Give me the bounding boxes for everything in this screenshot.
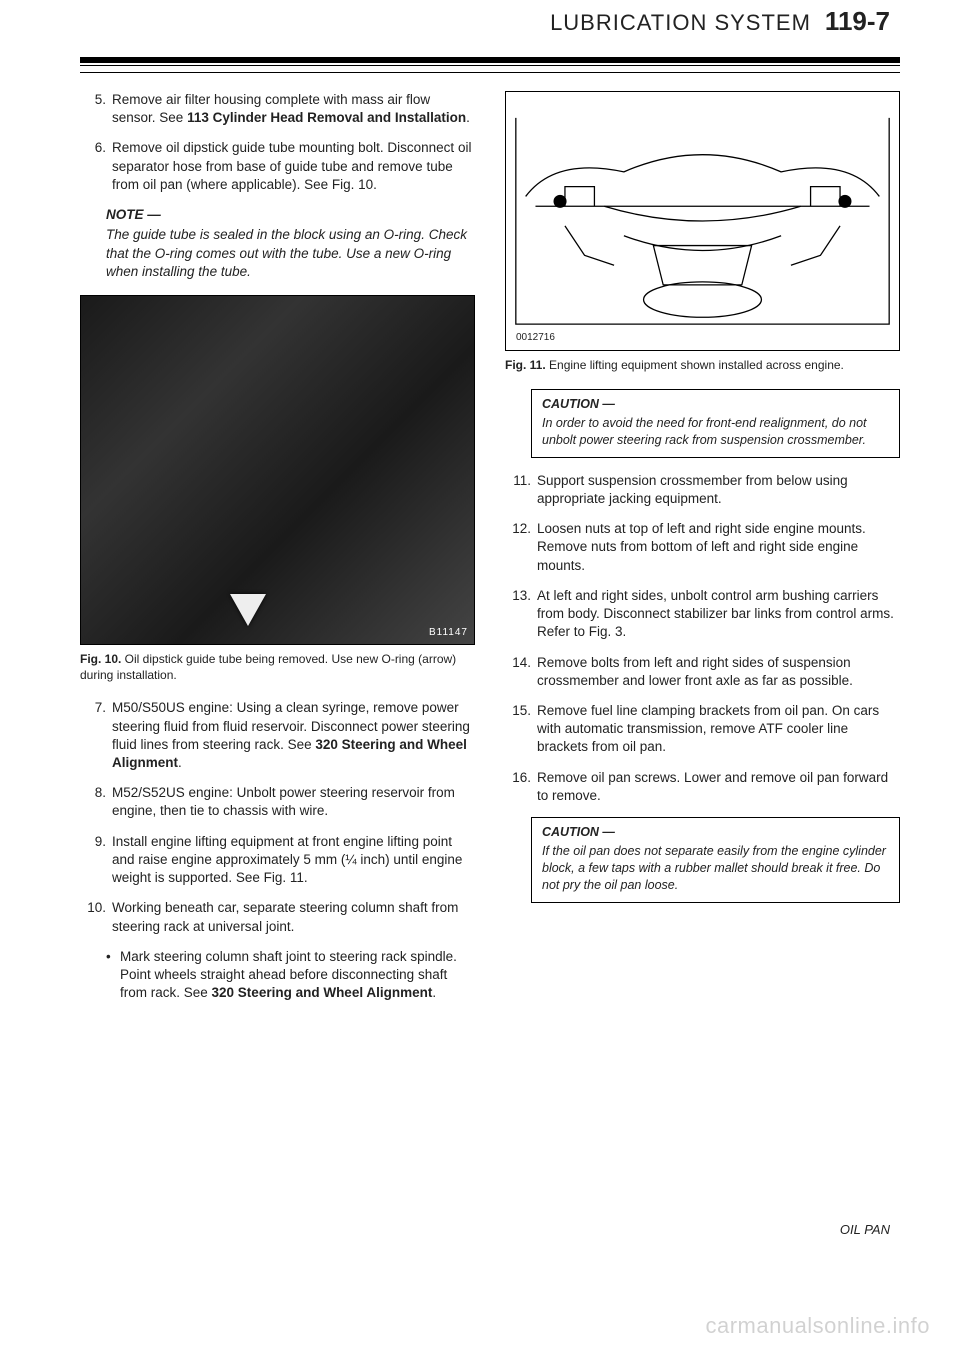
step-7: 7. M50/S50US engine: Using a clean syrin… <box>80 699 475 772</box>
step-body: Install engine lifting equipment at fron… <box>112 833 475 888</box>
step-12: 12. Loosen nuts at top of left and right… <box>505 520 900 575</box>
step-8: 8. M52/S52US engine: Unbolt power steeri… <box>80 784 475 820</box>
step-number: 12. <box>505 520 537 575</box>
footer-section-label: OIL PAN <box>840 1222 890 1237</box>
step-number: 15. <box>505 702 537 757</box>
step-14: 14. Remove bolts from left and right sid… <box>505 654 900 690</box>
step-text: Remove oil dipstick guide tube mounting … <box>112 140 471 191</box>
header-rule-thin <box>80 72 900 73</box>
step-body: Remove oil pan screws. Lower and remove … <box>537 769 900 805</box>
header-rule-thick <box>80 57 900 66</box>
left-column: 5. Remove air filter housing complete wi… <box>80 91 475 1014</box>
step-10: 10. Working beneath car, separate steeri… <box>80 899 475 935</box>
step-9: 9. Install engine lifting equipment at f… <box>80 833 475 888</box>
step-6: 6. Remove oil dipstick guide tube mounti… <box>80 139 475 194</box>
note-title: NOTE — <box>106 206 475 224</box>
bullet-text-tail: . <box>432 985 436 1000</box>
step-body: Support suspension crossmember from belo… <box>537 472 900 508</box>
step-number: 5. <box>80 91 112 127</box>
step-body: At left and right sides, unbolt control … <box>537 587 900 642</box>
caution-box-2: CAUTION — If the oil pan does not separa… <box>531 817 900 903</box>
fig-text: Oil dipstick guide tube being removed. U… <box>80 652 456 682</box>
caution-box-1: CAUTION — In order to avoid the need for… <box>531 389 900 458</box>
two-column-layout: 5. Remove air filter housing complete wi… <box>80 91 900 1014</box>
figure-10-caption: Fig. 10. Oil dipstick guide tube being r… <box>80 651 475 683</box>
arrow-icon <box>230 594 266 626</box>
step-number: 8. <box>80 784 112 820</box>
note-body: The guide tube is sealed in the block us… <box>106 226 475 281</box>
caution-body: In order to avoid the need for front-end… <box>542 415 889 449</box>
page: LUBRICATION SYSTEM 119-7 5. Remove air f… <box>0 0 960 1357</box>
step-16: 16. Remove oil pan screws. Lower and rem… <box>505 769 900 805</box>
figure-11-drawing: 0012716 <box>505 91 900 351</box>
step-body: Remove air filter housing complete with … <box>112 91 475 127</box>
photo-code: B11147 <box>429 626 468 640</box>
step-bold-ref: 113 Cylinder Head Removal and Installati… <box>187 110 466 125</box>
drawing-code: 0012716 <box>516 331 555 345</box>
step-text: Install engine lifting equipment at fron… <box>112 834 462 885</box>
step-text: Working beneath car, separate steering c… <box>112 900 458 933</box>
step-number: 14. <box>505 654 537 690</box>
header-page-number: 119-7 <box>825 6 890 37</box>
step-number: 10. <box>80 899 112 935</box>
fig-label: Fig. 11. <box>505 358 546 372</box>
right-column: 0012716 Fig. 11. Engine lifting equipmen… <box>505 91 900 1014</box>
step-text: M52/S52US engine: Unbolt power steering … <box>112 785 455 818</box>
figure-11-caption: Fig. 11. Engine lifting equipment shown … <box>505 357 900 373</box>
engine-line-art <box>506 92 899 350</box>
caution-body: If the oil pan does not separate easily … <box>542 843 889 894</box>
step-11: 11. Support suspension crossmember from … <box>505 472 900 508</box>
step-number: 16. <box>505 769 537 805</box>
header-title: LUBRICATION SYSTEM <box>550 10 811 36</box>
step-15: 15. Remove fuel line clamping brackets f… <box>505 702 900 757</box>
step-body: Working beneath car, separate steering c… <box>112 899 475 935</box>
step-body: Remove bolts from left and right sides o… <box>537 654 900 690</box>
step-text-tail: . <box>178 755 182 770</box>
bullet-body: Mark steering column shaft joint to stee… <box>120 948 475 1003</box>
step-body: Loosen nuts at top of left and right sid… <box>537 520 900 575</box>
step-number: 7. <box>80 699 112 772</box>
step-number: 6. <box>80 139 112 194</box>
step-text-tail: . <box>466 110 470 125</box>
step-body: Remove oil dipstick guide tube mounting … <box>112 139 475 194</box>
figure-10-photo: B11147 <box>80 295 475 645</box>
step-number: 11. <box>505 472 537 508</box>
step-5: 5. Remove air filter housing complete wi… <box>80 91 475 127</box>
step-body: M50/S50US engine: Using a clean syringe,… <box>112 699 475 772</box>
step-body: Remove fuel line clamping brackets from … <box>537 702 900 757</box>
bullet-item: Mark steering column shaft joint to stee… <box>106 948 475 1003</box>
fig-label: Fig. 10. <box>80 652 121 666</box>
step-13: 13. At left and right sides, unbolt cont… <box>505 587 900 642</box>
step-number: 13. <box>505 587 537 642</box>
note-block: NOTE — The guide tube is sealed in the b… <box>106 206 475 281</box>
bullet-bold-ref: 320 Steering and Wheel Alignment <box>212 985 433 1000</box>
watermark: carmanualsonline.info <box>705 1313 930 1339</box>
step-body: M52/S52US engine: Unbolt power steering … <box>112 784 475 820</box>
fig-text: Engine lifting equipment shown installed… <box>546 358 844 372</box>
step-number: 9. <box>80 833 112 888</box>
caution-title: CAUTION — <box>542 824 889 841</box>
page-header: LUBRICATION SYSTEM 119-7 <box>80 6 900 37</box>
caution-title: CAUTION — <box>542 396 889 413</box>
